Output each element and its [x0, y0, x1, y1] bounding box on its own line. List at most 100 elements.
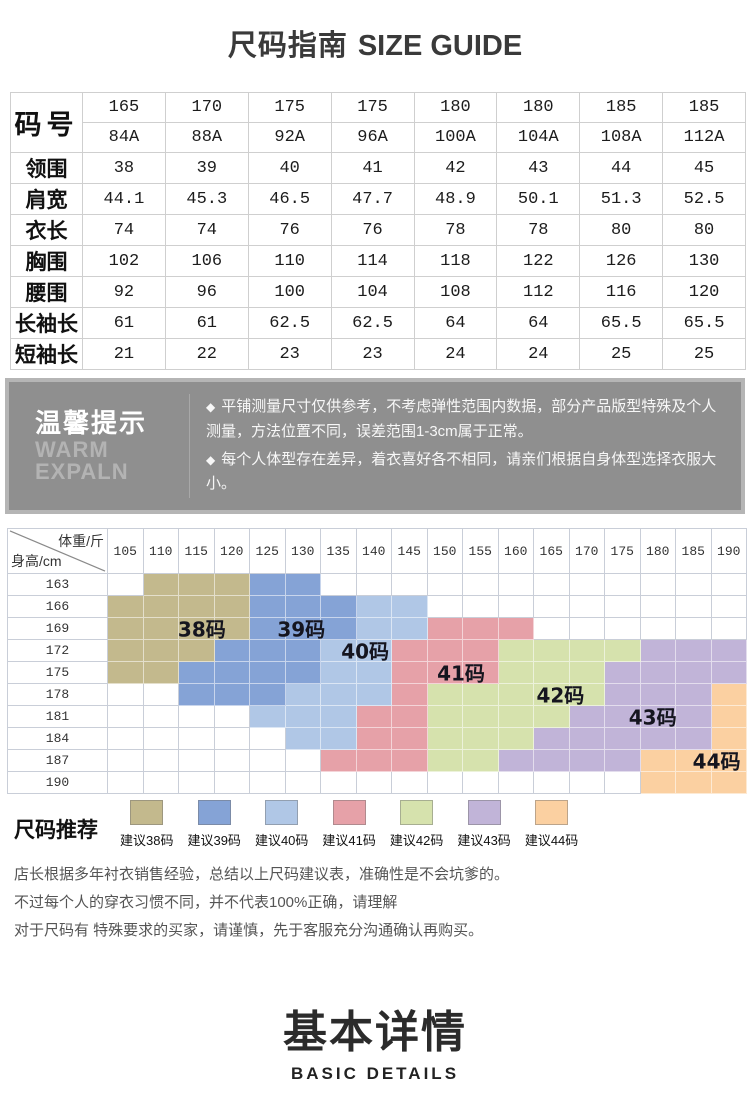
chart-cell: [214, 750, 250, 772]
size-value-cell: 175: [248, 93, 332, 123]
chart-cell: [392, 574, 428, 596]
chart-cell: [605, 574, 641, 596]
chart-cell: [605, 662, 641, 684]
chart-cell: [605, 684, 641, 706]
height-row-header: 190: [8, 772, 108, 794]
chart-cell: [250, 728, 286, 750]
legend-color-swatch: [535, 800, 569, 825]
chart-cell: [356, 640, 392, 662]
chart-cell: [321, 574, 357, 596]
chart-cell: [711, 574, 747, 596]
measurement-value-cell: 100: [248, 277, 332, 308]
legend-item-label: 建议39码: [187, 833, 241, 848]
legend-items: 建议38码 建议39码 建议40码 建议41码 建议42码 建议43码 建议44码: [120, 800, 592, 849]
chart-cell: [392, 706, 428, 728]
chart-cell: [321, 706, 357, 728]
chart-cell: [427, 596, 463, 618]
chart-cell: [392, 662, 428, 684]
measurement-value-cell: 40: [248, 153, 332, 184]
chart-cell: [463, 662, 499, 684]
weight-column-header: 105: [108, 529, 144, 574]
chart-cell: [711, 596, 747, 618]
chart-cell: [179, 684, 215, 706]
chart-cell: [214, 772, 250, 794]
chart-cell: [214, 706, 250, 728]
chart-cell: [356, 662, 392, 684]
seller-notes: 店长根据多年衬衣销售经验，总结以上尺码建议表，准确性是不会坑爹的。 不过每个人的穿…: [14, 861, 750, 944]
chart-cell: [605, 772, 641, 794]
warm-tip-line: ◆ 每个人体型存在差异，着衣喜好各不相同，请亲们根据自身体型选择衣服大小。: [206, 450, 717, 493]
measurement-value-cell: 65.5: [663, 308, 746, 339]
chart-cell: [214, 662, 250, 684]
legend-item-label: 建议42码: [389, 833, 444, 848]
chart-cell: [143, 596, 179, 618]
chart-cell: [356, 618, 392, 640]
height-axis-label: 身高/cm: [11, 553, 62, 569]
legend-color-swatch: [400, 800, 434, 825]
chart-cell: [463, 684, 499, 706]
measurement-value-cell: 120: [663, 277, 746, 308]
chart-cell: [498, 750, 534, 772]
chart-cell: [711, 772, 747, 794]
chart-cell: [463, 772, 499, 794]
height-row-header: 181: [8, 706, 108, 728]
measurement-value-cell: 44.1: [83, 184, 166, 215]
chart-cell: [285, 728, 321, 750]
chart-cell: [321, 640, 357, 662]
size-table: 码号 165 170 175 175 180 180 185 185 84A 88A 92A 96A 10…: [10, 92, 746, 370]
warm-tips-title-block: 温馨提示 WARM EXPALN: [23, 408, 183, 484]
weight-column-header: 115: [179, 529, 215, 574]
chart-cell: [640, 772, 676, 794]
chart-cell: [534, 596, 570, 618]
chart-cell: [711, 684, 747, 706]
diamond-bullet-icon: ◆: [206, 400, 216, 414]
chart-cell: [143, 772, 179, 794]
size-zone-label: 39码: [277, 617, 326, 642]
chart-cell: [534, 684, 570, 706]
chart-cell: [463, 728, 499, 750]
measurement-value-cell: 23: [331, 339, 415, 370]
size-value-cell: 185: [580, 93, 664, 123]
fit-value-cell: 108A: [580, 123, 664, 153]
measurement-value-cell: 116: [580, 277, 664, 308]
chart-cell: [108, 662, 144, 684]
chart-cell: [676, 574, 712, 596]
weight-column-header: 180: [640, 529, 676, 574]
chart-cell: [640, 618, 676, 640]
chart-cell: [214, 728, 250, 750]
diagonal-line: [9, 530, 106, 572]
legend-color-swatch: [197, 800, 231, 825]
chart-cell: [427, 684, 463, 706]
measurement-value-cell: 78: [414, 215, 498, 246]
chart-cell: [463, 706, 499, 728]
size-legend: 尺码推荐 建议38码 建议39码 建议40码 建议41码 建议42码 建议43码 建议44码: [14, 800, 750, 849]
page-header: 尺码指南 SIZE GUIDE: [0, 0, 750, 92]
chart-cell: [250, 772, 286, 794]
measurement-value-cell: 102: [83, 246, 166, 277]
chart-cell: [250, 596, 286, 618]
weight-column-header: 125: [250, 529, 286, 574]
height-row-header: 187: [8, 750, 108, 772]
basic-details-title-en: BASIC DETAILS: [290, 1064, 460, 1084]
chart-cell: [427, 706, 463, 728]
measurement-value-cell: 65.5: [580, 308, 664, 339]
chart-cell: [285, 640, 321, 662]
chart-cell: [179, 706, 215, 728]
chart-cell: [392, 728, 428, 750]
size-zone-label: 42码: [536, 683, 585, 708]
weight-column-header: 135: [321, 529, 357, 574]
warm-tips-box: 温馨提示 WARM EXPALN ◆ 平铺测量尺寸仅供参考，不考虑弹性范围内数据，…: [5, 378, 745, 514]
measurement-value-cell: 64: [497, 308, 581, 339]
chart-cell: [605, 596, 641, 618]
chart-cell: [463, 640, 499, 662]
chart-cell: [250, 574, 286, 596]
chart-cell: [356, 706, 392, 728]
chart-cell: [321, 772, 357, 794]
chart-cell: [108, 684, 144, 706]
chart-cell: [179, 728, 215, 750]
size-zone-label: 43码: [628, 705, 677, 730]
chart-cell: [463, 618, 499, 640]
measurement-label: 短袖长: [11, 339, 83, 370]
measurement-value-cell: 42: [414, 153, 498, 184]
legend-color-swatch: [265, 800, 299, 825]
